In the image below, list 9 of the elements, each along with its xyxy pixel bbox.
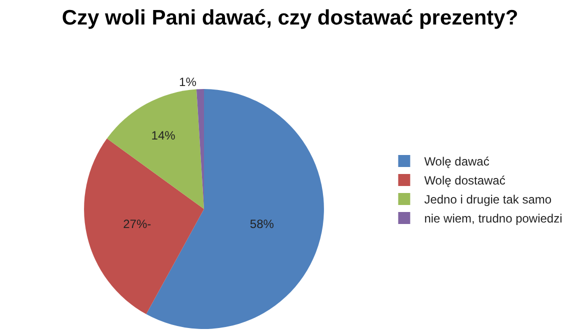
chart-title: Czy woli Pani dawać, czy dostawać prezenty? (62, 6, 518, 30)
legend-label: Jedno i drugie tak samo (424, 192, 552, 207)
data-label: 58% (250, 216, 274, 231)
legend-label: Wolę dawać (424, 154, 490, 169)
legend-label: Wolę dostawać (424, 174, 506, 188)
data-label: 27%- (123, 216, 152, 231)
legend-label: nie wiem, trudno powiedzi (424, 212, 562, 226)
data-label: 1% (179, 75, 197, 90)
data-label: 14% (151, 128, 176, 142)
